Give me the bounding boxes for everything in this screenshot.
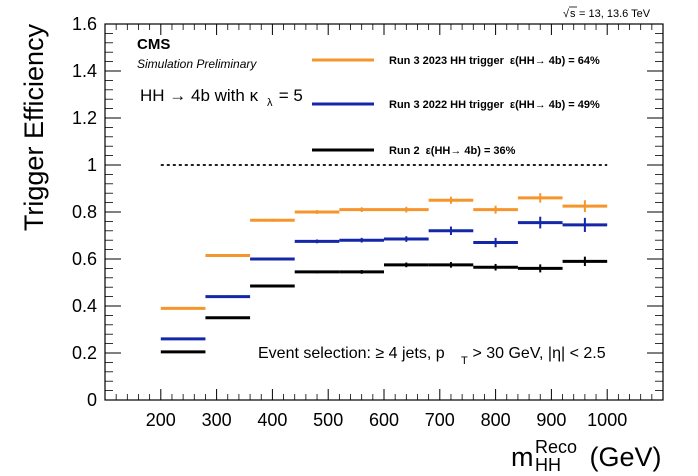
- x-tick-label: 900: [536, 410, 566, 430]
- legend-efficiency: ε(HH→ 4b) = 36%: [426, 145, 516, 157]
- x-axis-label: m Reco HH (GeV): [511, 437, 662, 475]
- experiment-label: CMS: [137, 36, 170, 53]
- legend-series-name: Run 2: [389, 145, 420, 157]
- selection-sub: T: [461, 355, 468, 367]
- y-tick-label: 1.6: [72, 14, 97, 34]
- process-label: HH → 4b with κ λ = 5: [140, 86, 303, 109]
- x-axis-label-main: m: [511, 442, 534, 472]
- y-tick-label: 1.4: [72, 61, 97, 81]
- selection-prefix: Event selection: ≥ 4 jets, p: [258, 345, 445, 362]
- legend-efficiency: ε(HH→ 4b) = 64%: [510, 55, 600, 67]
- legend-series-name: Run 3 2023 HH trigger: [389, 55, 505, 67]
- series-2: [160, 256, 608, 354]
- x-axis-label-sup: Reco: [535, 437, 577, 457]
- x-tick-label: 200: [146, 410, 176, 430]
- x-axis-label-unit: (GeV): [582, 442, 662, 472]
- series-0: [160, 193, 608, 310]
- y-tick-label: 0.8: [72, 202, 97, 222]
- legend-efficiency: ε(HH→ 4b) = 49%: [510, 99, 600, 111]
- y-tick-label: 1: [87, 155, 97, 175]
- x-tick-label: 1000: [587, 410, 627, 430]
- y-axis: 0 0.2 0.4 0.6 0.8 1 1.2 1.4 1.6: [72, 14, 663, 410]
- event-selection-label: Event selection: ≥ 4 jets, p T > 30 GeV,…: [258, 345, 606, 367]
- energy-value: = 13, 13.6 TeV: [576, 8, 651, 20]
- y-tick-label: 0.4: [72, 296, 97, 316]
- selection-suffix: > 30 GeV, |η| < 2.5: [468, 345, 606, 362]
- energy-label: √ s = 13, 13.6 TeV: [563, 6, 651, 20]
- status-label: Simulation Preliminary: [137, 57, 257, 71]
- y-tick-label: 1.2: [72, 108, 97, 128]
- process-text: HH → 4b with κ: [140, 86, 259, 105]
- y-tick-label: 0.6: [72, 249, 97, 269]
- series-1: [160, 216, 608, 341]
- x-tick-label: 800: [481, 410, 511, 430]
- x-tick-label: 500: [313, 410, 343, 430]
- x-axis: 200 300 400 500 600 700 800 900 1000: [115, 24, 653, 430]
- legend: Run 3 2023 HH trigger ε(HH→ 4b) = 64% Run …: [312, 55, 600, 157]
- x-tick-label: 700: [425, 410, 455, 430]
- y-tick-label: 0: [87, 390, 97, 410]
- y-tick-label: 0.2: [72, 343, 97, 363]
- x-tick-label: 400: [257, 410, 287, 430]
- x-tick-label: 600: [369, 410, 399, 430]
- x-axis-label-sub: HH: [535, 455, 561, 475]
- legend-series-name: Run 3 2022 HH trigger: [389, 99, 505, 111]
- data-series: [160, 193, 608, 354]
- x-tick-label: 300: [202, 410, 232, 430]
- process-value: = 5: [274, 86, 303, 105]
- sqrt-icon: √: [563, 8, 570, 20]
- y-axis-label: Trigger Efficiency: [19, 24, 49, 232]
- process-sub: λ: [267, 97, 273, 109]
- energy-s: s: [570, 8, 576, 20]
